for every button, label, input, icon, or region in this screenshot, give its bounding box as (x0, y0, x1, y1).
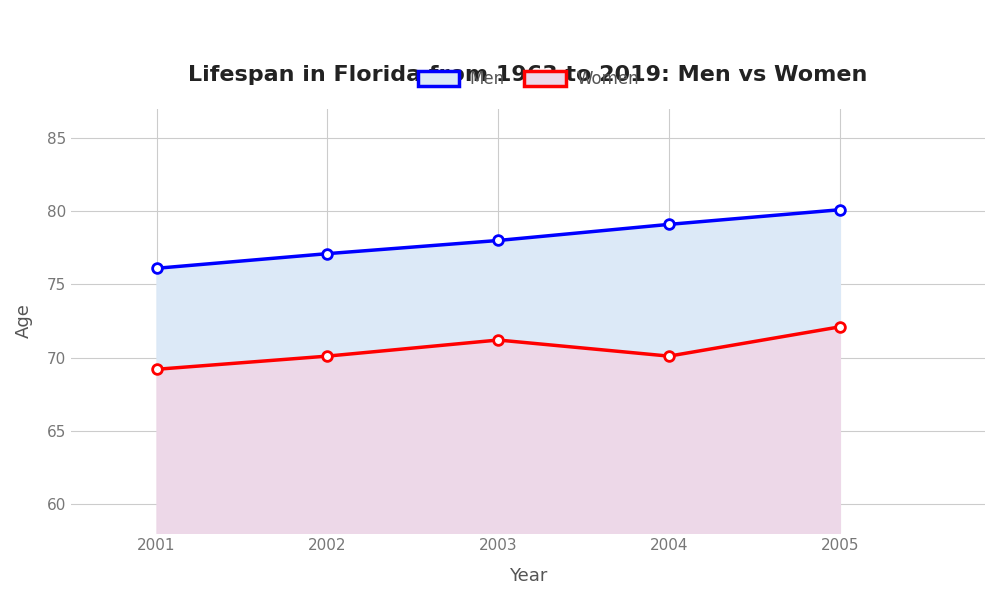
Title: Lifespan in Florida from 1963 to 2019: Men vs Women: Lifespan in Florida from 1963 to 2019: M… (188, 65, 868, 85)
Legend: Men, Women: Men, Women (409, 62, 647, 97)
X-axis label: Year: Year (509, 567, 547, 585)
Y-axis label: Age: Age (15, 304, 33, 338)
